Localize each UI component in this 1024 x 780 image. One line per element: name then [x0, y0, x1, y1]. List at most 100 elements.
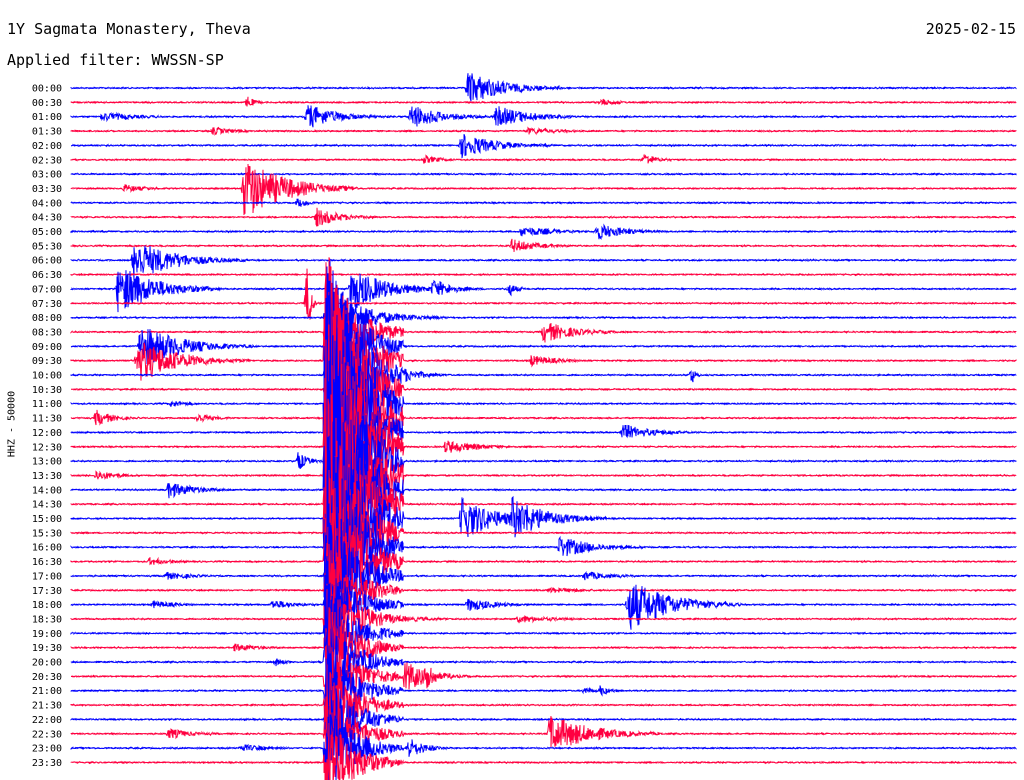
- trace-time-label: 22:30: [32, 729, 62, 740]
- trace-time-label: 10:30: [32, 385, 62, 396]
- trace-time-label: 05:00: [32, 227, 62, 238]
- trace-time-label: 09:30: [32, 356, 62, 367]
- trace-time-label: 13:00: [32, 457, 62, 468]
- seismic-trace-1400: [70, 327, 1017, 633]
- seismic-trace-0100: [70, 105, 1017, 128]
- seismic-trace-0300: [70, 172, 1017, 177]
- seismic-trace-2330: [70, 722, 1017, 780]
- seismic-trace-2000: [70, 628, 1017, 696]
- seismic-trace-0900: [70, 272, 1017, 414]
- seismic-trace-0700: [70, 270, 1017, 313]
- seismic-trace-1100: [70, 266, 1017, 559]
- seismic-trace-1430: [70, 339, 1017, 636]
- trace-time-label: 01:00: [32, 112, 62, 123]
- seismic-trace-0030: [70, 96, 1017, 107]
- trace-time-label: 07:00: [32, 284, 62, 295]
- trace-time-label: 12:30: [32, 442, 62, 453]
- seismic-trace-0730: [70, 268, 1017, 320]
- seismic-trace-1230: [70, 267, 1017, 615]
- trace-time-label: 18:30: [32, 614, 62, 625]
- trace-time-label: 11:00: [32, 399, 62, 410]
- filter-label: Applied filter: WWSSN-SP: [7, 51, 224, 69]
- date-label: 2025-02-15: [925, 20, 1016, 38]
- time-labels: 00:00 00:30 01:00 01:30 02:00 02:30 03:00 03:30…: [32, 84, 62, 769]
- trace-time-label: 22:00: [32, 715, 62, 726]
- seismic-trace-2230: [70, 690, 1017, 773]
- trace-time-label: 21:00: [32, 686, 62, 697]
- trace-time-label: 07:30: [32, 299, 62, 310]
- trace-time-label: 05:30: [32, 241, 62, 252]
- seismic-trace-0400: [70, 198, 1017, 207]
- trace-time-label: 23:30: [32, 758, 62, 769]
- trace-time-label: 09:00: [32, 342, 62, 353]
- trace-time-label: 18:00: [32, 600, 62, 611]
- seismic-traces: [70, 73, 1017, 780]
- seismic-trace-0000: [70, 73, 1017, 102]
- trace-time-label: 20:00: [32, 658, 62, 669]
- trace-time-label: 15:30: [32, 528, 62, 539]
- seismic-trace-0600: [70, 245, 1017, 281]
- seismic-trace-1600: [70, 435, 1017, 655]
- trace-time-label: 13:30: [32, 471, 62, 482]
- seismic-trace-1700: [70, 503, 1017, 653]
- trace-time-label: 00:00: [32, 84, 62, 95]
- trace-time-label: 08:00: [32, 313, 62, 324]
- trace-time-label: 19:30: [32, 643, 62, 654]
- seismic-trace-1530: [70, 398, 1017, 648]
- seismic-trace-0330: [70, 163, 1017, 216]
- station-title: 1Y Sagmata Monastery, Theva: [7, 20, 251, 38]
- trace-time-label: 10:00: [32, 371, 62, 382]
- seismic-trace-1500: [70, 370, 1017, 666]
- seismic-trace-1900: [70, 590, 1017, 672]
- seismic-trace-0800: [70, 269, 1017, 355]
- trace-time-label: 00:30: [32, 98, 62, 109]
- seismic-trace-1130: [70, 262, 1017, 565]
- trace-time-label: 16:30: [32, 557, 62, 568]
- seismic-trace-2030: [71, 644, 1017, 722]
- trace-time-label: 17:30: [32, 586, 62, 597]
- seismic-trace-1800: [70, 555, 1017, 644]
- seismic-trace-0830: [70, 288, 1017, 396]
- trace-time-label: 02:30: [32, 155, 62, 166]
- trace-time-label: 23:00: [32, 744, 62, 755]
- trace-time-label: 04:30: [32, 213, 62, 224]
- trace-time-label: 12:00: [32, 428, 62, 439]
- trace-time-label: 20:30: [32, 672, 62, 683]
- trace-time-label: 15:00: [32, 514, 62, 525]
- seismic-trace-2130: [70, 672, 1017, 751]
- seismic-trace-1930: [70, 607, 1017, 686]
- trace-time-label: 01:30: [32, 127, 62, 138]
- seismic-trace-1830: [70, 580, 1017, 663]
- trace-time-label: 14:00: [32, 485, 62, 496]
- seismic-trace-1630: [70, 469, 1017, 616]
- seismic-trace-1730: [70, 543, 1017, 640]
- seismic-trace-1330: [70, 324, 1017, 630]
- seismic-trace-0930: [70, 257, 1017, 452]
- seismic-trace-1030: [70, 270, 1017, 525]
- trace-time-label: 04:00: [32, 198, 62, 209]
- trace-time-label: 02:00: [32, 141, 62, 152]
- trace-time-label: 03:00: [32, 170, 62, 181]
- seismic-trace-2100: [70, 649, 1017, 733]
- trace-time-label: 19:00: [32, 629, 62, 640]
- trace-time-label: 06:30: [32, 270, 62, 281]
- trace-time-label: 17:00: [32, 571, 62, 582]
- seismic-trace-0500: [70, 223, 1017, 240]
- trace-time-label: 03:30: [32, 184, 62, 195]
- seismic-trace-2200: [70, 676, 1017, 761]
- seismic-trace-0430: [70, 207, 1017, 227]
- seismic-trace-0630: [70, 272, 1017, 277]
- trace-time-label: 16:00: [32, 543, 62, 554]
- seismic-trace-1000: [70, 260, 1017, 487]
- seismic-trace-0230: [70, 153, 1017, 164]
- trace-time-label: 14:30: [32, 500, 62, 511]
- trace-time-label: 11:30: [32, 414, 62, 425]
- seismic-trace-0530: [70, 238, 1017, 252]
- seismic-trace-2300: [70, 714, 1017, 780]
- trace-time-label: 08:30: [32, 327, 62, 338]
- seismic-trace-0130: [70, 126, 1017, 136]
- trace-time-label: 21:30: [32, 701, 62, 712]
- seismic-trace-0200: [70, 134, 1017, 159]
- trace-time-label: 06:00: [32, 256, 62, 267]
